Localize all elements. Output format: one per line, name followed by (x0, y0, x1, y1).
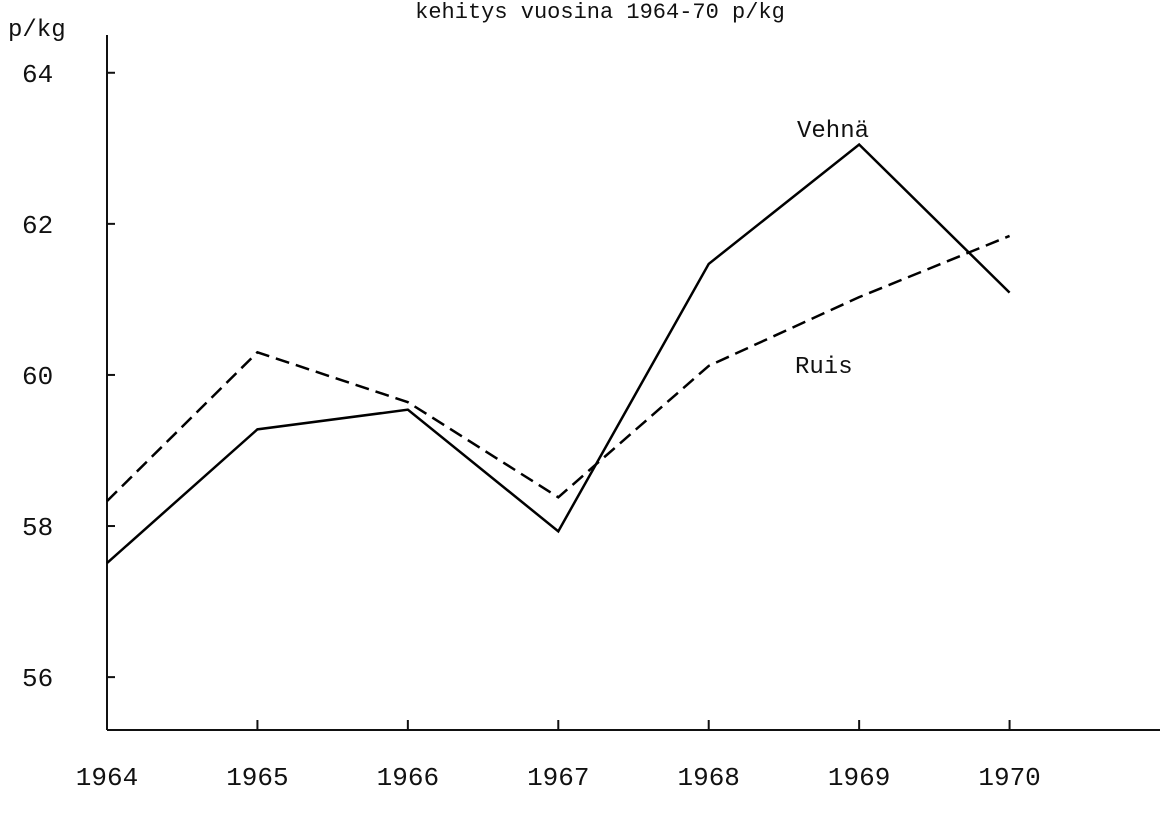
y-tick-label: 56 (22, 664, 53, 694)
series-line (106, 234, 1011, 502)
x-tick-label: 1965 (226, 763, 288, 793)
x-tick-label: 1969 (828, 763, 890, 793)
x-tick-label: 1967 (527, 763, 589, 793)
y-tick-label: 62 (22, 211, 53, 241)
series-label: Ruis (795, 354, 853, 381)
y-tick-label: 64 (22, 60, 53, 90)
x-tick-label: 1968 (678, 763, 740, 793)
chart-title: kehitys vuosina 1964-70 p/kg (415, 0, 785, 25)
series-line (106, 142, 1011, 564)
series-label: Vehnä (797, 118, 869, 145)
x-tick-label: 1966 (377, 763, 439, 793)
x-tick-label: 1970 (978, 763, 1040, 793)
y-tick-label: 58 (22, 513, 53, 543)
y-tick-label: 60 (22, 362, 53, 392)
y-axis-label: p/kg (8, 17, 66, 44)
x-tick-label: 1964 (76, 763, 138, 793)
